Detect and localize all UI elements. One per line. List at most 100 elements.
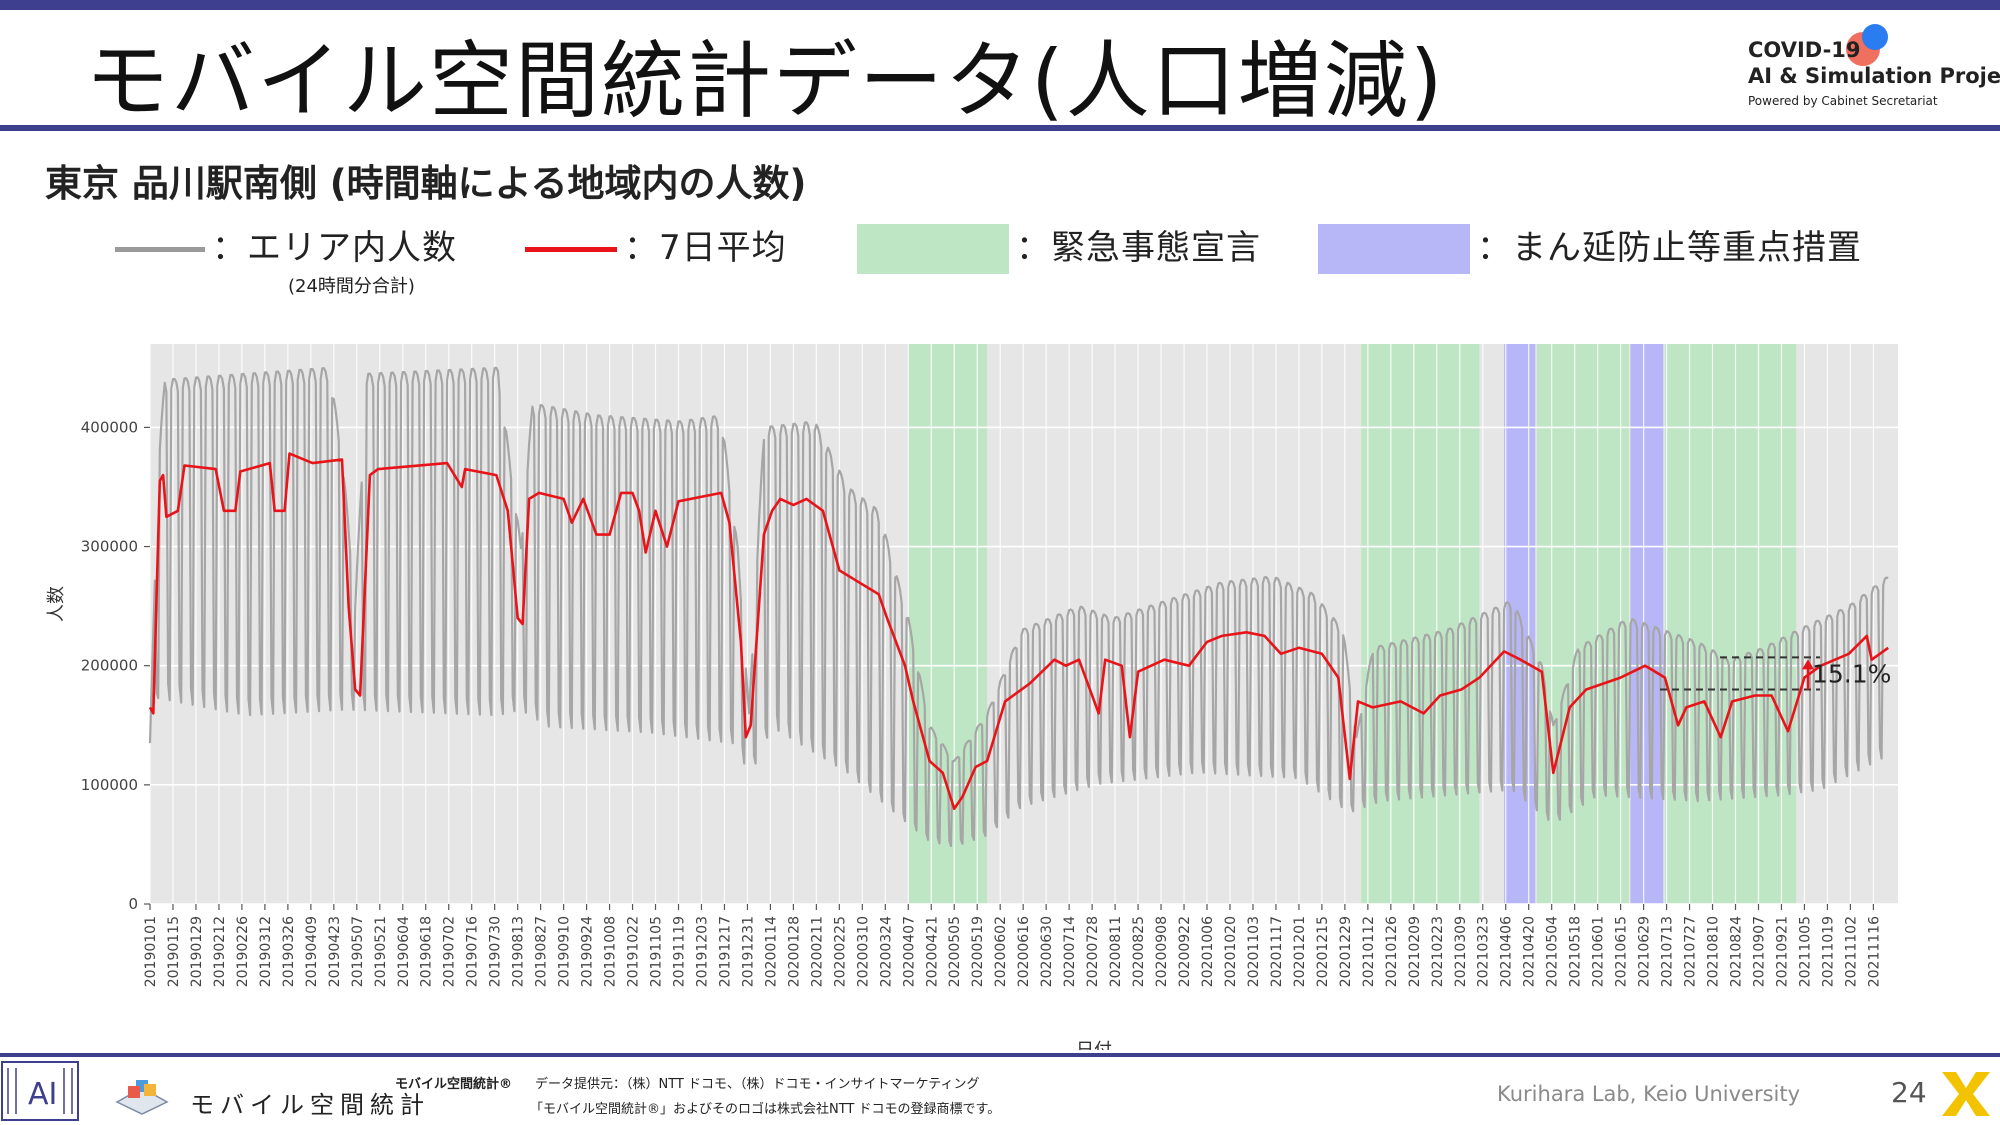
footer-provider: データ提供元：（株）NTT ドコモ、（株）ドコモ・インサイトマーケティング [535,1077,980,1092]
x-tick-label: 20210126 [1384,916,1400,987]
y-axis-title: 人数 [46,586,67,622]
series-7day-average [148,452,1889,810]
x-tick-label: 20190226 [235,916,251,987]
chart-legend: ：エリア内人数 (24時間分合計) ：7日平均 ：緊急事態宣言 ：まん延防止等重… [0,220,2000,297]
legend-label-emergency: ：緊急事態宣言 [1016,228,1261,268]
x-tick-label: 20210713 [1660,916,1676,987]
x-axis-title: 日付 [1076,1040,1112,1050]
emergency-period [1664,344,1797,904]
x-tick-label: 20191231 [740,916,756,987]
x-tick-label: 20200519 [970,916,986,987]
x-tick-label: 20200630 [1039,916,1055,987]
x-tick-label: 20201229 [1338,916,1354,987]
x-tick-label: 20210420 [1522,916,1538,987]
legend-label-priority: ：まん延防止等重点措置 [1477,228,1862,268]
x-tick-label: 20190115 [166,916,182,987]
x-tick-label: 20190618 [419,916,435,987]
y-tick-label: 100000 [81,776,138,794]
x-tick-label: 20200505 [947,916,963,987]
footer-divider [0,1053,2000,1057]
x-tick-label: 20190813 [511,916,527,987]
x-tick-label: 20210209 [1407,916,1423,987]
x-tick-label: 20190326 [281,916,297,987]
x-tick-label: 20201020 [1223,916,1239,987]
x-tick-label: 20190521 [373,916,389,987]
x-tick-label: 20210504 [1545,916,1561,987]
x-tick-label: 20200211 [809,916,825,987]
y-tick-label: 300000 [81,538,138,556]
x-tick-label: 20200811 [1108,916,1124,987]
x-tick-label: 20210615 [1614,916,1630,987]
y-tick-label: 400000 [81,418,138,436]
legend-swatch-area [115,247,205,252]
x-tick-label: 20191105 [649,916,665,987]
x-tick-label: 20190924 [580,916,596,987]
legend-swatch-priority [1318,224,1470,274]
x-mark-icon [1942,1072,1990,1116]
x-tick-label: 20191008 [603,916,619,987]
logo-line-3: Powered by Cabinet Secretariat [1748,94,1938,108]
legend-sublabel-area: (24時間分合計) [288,276,415,297]
x-tick-label: 20201201 [1292,916,1308,987]
series-area-population [148,366,1889,848]
x-tick-label: 20190101 [143,916,159,987]
y-tick-label: 0 [128,895,138,913]
legend-swatch-average [525,247,617,252]
x-tick-label: 20200602 [993,916,1009,987]
logo-blue-dot-icon [1862,24,1888,50]
x-tick-label: 20210223 [1430,916,1446,987]
x-tick-label: 20201006 [1200,916,1216,987]
legend-label-average: ：7日平均 [624,228,787,268]
x-tick-label: 20191217 [717,916,733,987]
page-title: モバイル空間統計データ(人口増減) [85,32,1445,130]
page-number: 24 [1891,1076,1927,1109]
x-tick-label: 20210518 [1568,916,1584,987]
x-tick-label: 20190129 [189,916,205,987]
x-tick-label: 20190604 [396,916,412,987]
x-tick-label: 20210629 [1637,916,1653,987]
x-tick-label: 20200324 [878,916,894,987]
x-tick-label: 20201117 [1269,916,1285,987]
x-tick-label: 20200421 [924,916,940,987]
lab-logo-icon: AI [1,1061,79,1121]
x-tick-label: 20190212 [212,916,228,987]
logo-line-1: COVID-19 [1748,38,1861,62]
x-tick-label: 20200616 [1016,916,1032,987]
x-tick-label: 20200825 [1131,916,1147,987]
x-tick-label: 20210810 [1706,916,1722,987]
x-tick-label: 20190827 [534,916,550,987]
x-tick-label: 20200310 [855,916,871,987]
x-tick-label: 20200908 [1154,916,1170,987]
x-tick-label: 20200114 [763,916,779,987]
x-tick-label: 20190312 [258,916,274,987]
footer-brand-small: モバイル空間統計® [395,1077,513,1092]
x-tick-label: 20210727 [1683,916,1699,987]
top-accent-bar [0,0,2000,10]
x-tick-label: 20211102 [1843,916,1859,987]
x-tick-label: 20200714 [1062,916,1078,987]
footer-trademark: 「モバイル空間統計®」およびそのロゴは株式会社NTT ドコモの登録商標です。 [530,1102,1001,1117]
x-tick-label: 20210323 [1476,916,1492,987]
x-tick-label: 20210907 [1751,916,1767,987]
priority-period [1504,344,1536,904]
chart-subtitle: 東京 品川駅南側 (時間軸による地域内の人数) [45,162,807,205]
footer-brand: モバイル空間統計 [190,1091,430,1119]
x-tick-label: 20190910 [557,916,573,987]
x-tick-label: 20211005 [1797,916,1813,987]
annotation-label: 15.1% [1812,659,1891,688]
x-tick-label: 20200407 [901,916,917,987]
footer-lab-credit: Kurihara Lab, Keio University [1497,1082,1801,1106]
x-tick-label: 20190409 [304,916,320,987]
x-tick-label: 20200728 [1085,916,1101,987]
x-tick-label: 20190702 [442,916,458,987]
annotation-arrow-head [1802,659,1814,670]
x-tick-label: 20191203 [694,916,710,987]
project-logo: COVID-19 AI & Simulation Project Powered… [1748,24,2000,114]
x-tick-label: 20191119 [672,916,688,987]
x-tick-label: 20210406 [1499,916,1515,987]
x-tick-label: 20211116 [1866,916,1882,987]
x-tick-label: 20210112 [1361,916,1377,987]
legend-label-area: ：エリア内人数 [212,228,457,268]
x-tick-label: 20210824 [1729,916,1745,987]
population-chart: 0 100000 200000 300000 400000 20190101 2019011… [46,344,1898,1050]
